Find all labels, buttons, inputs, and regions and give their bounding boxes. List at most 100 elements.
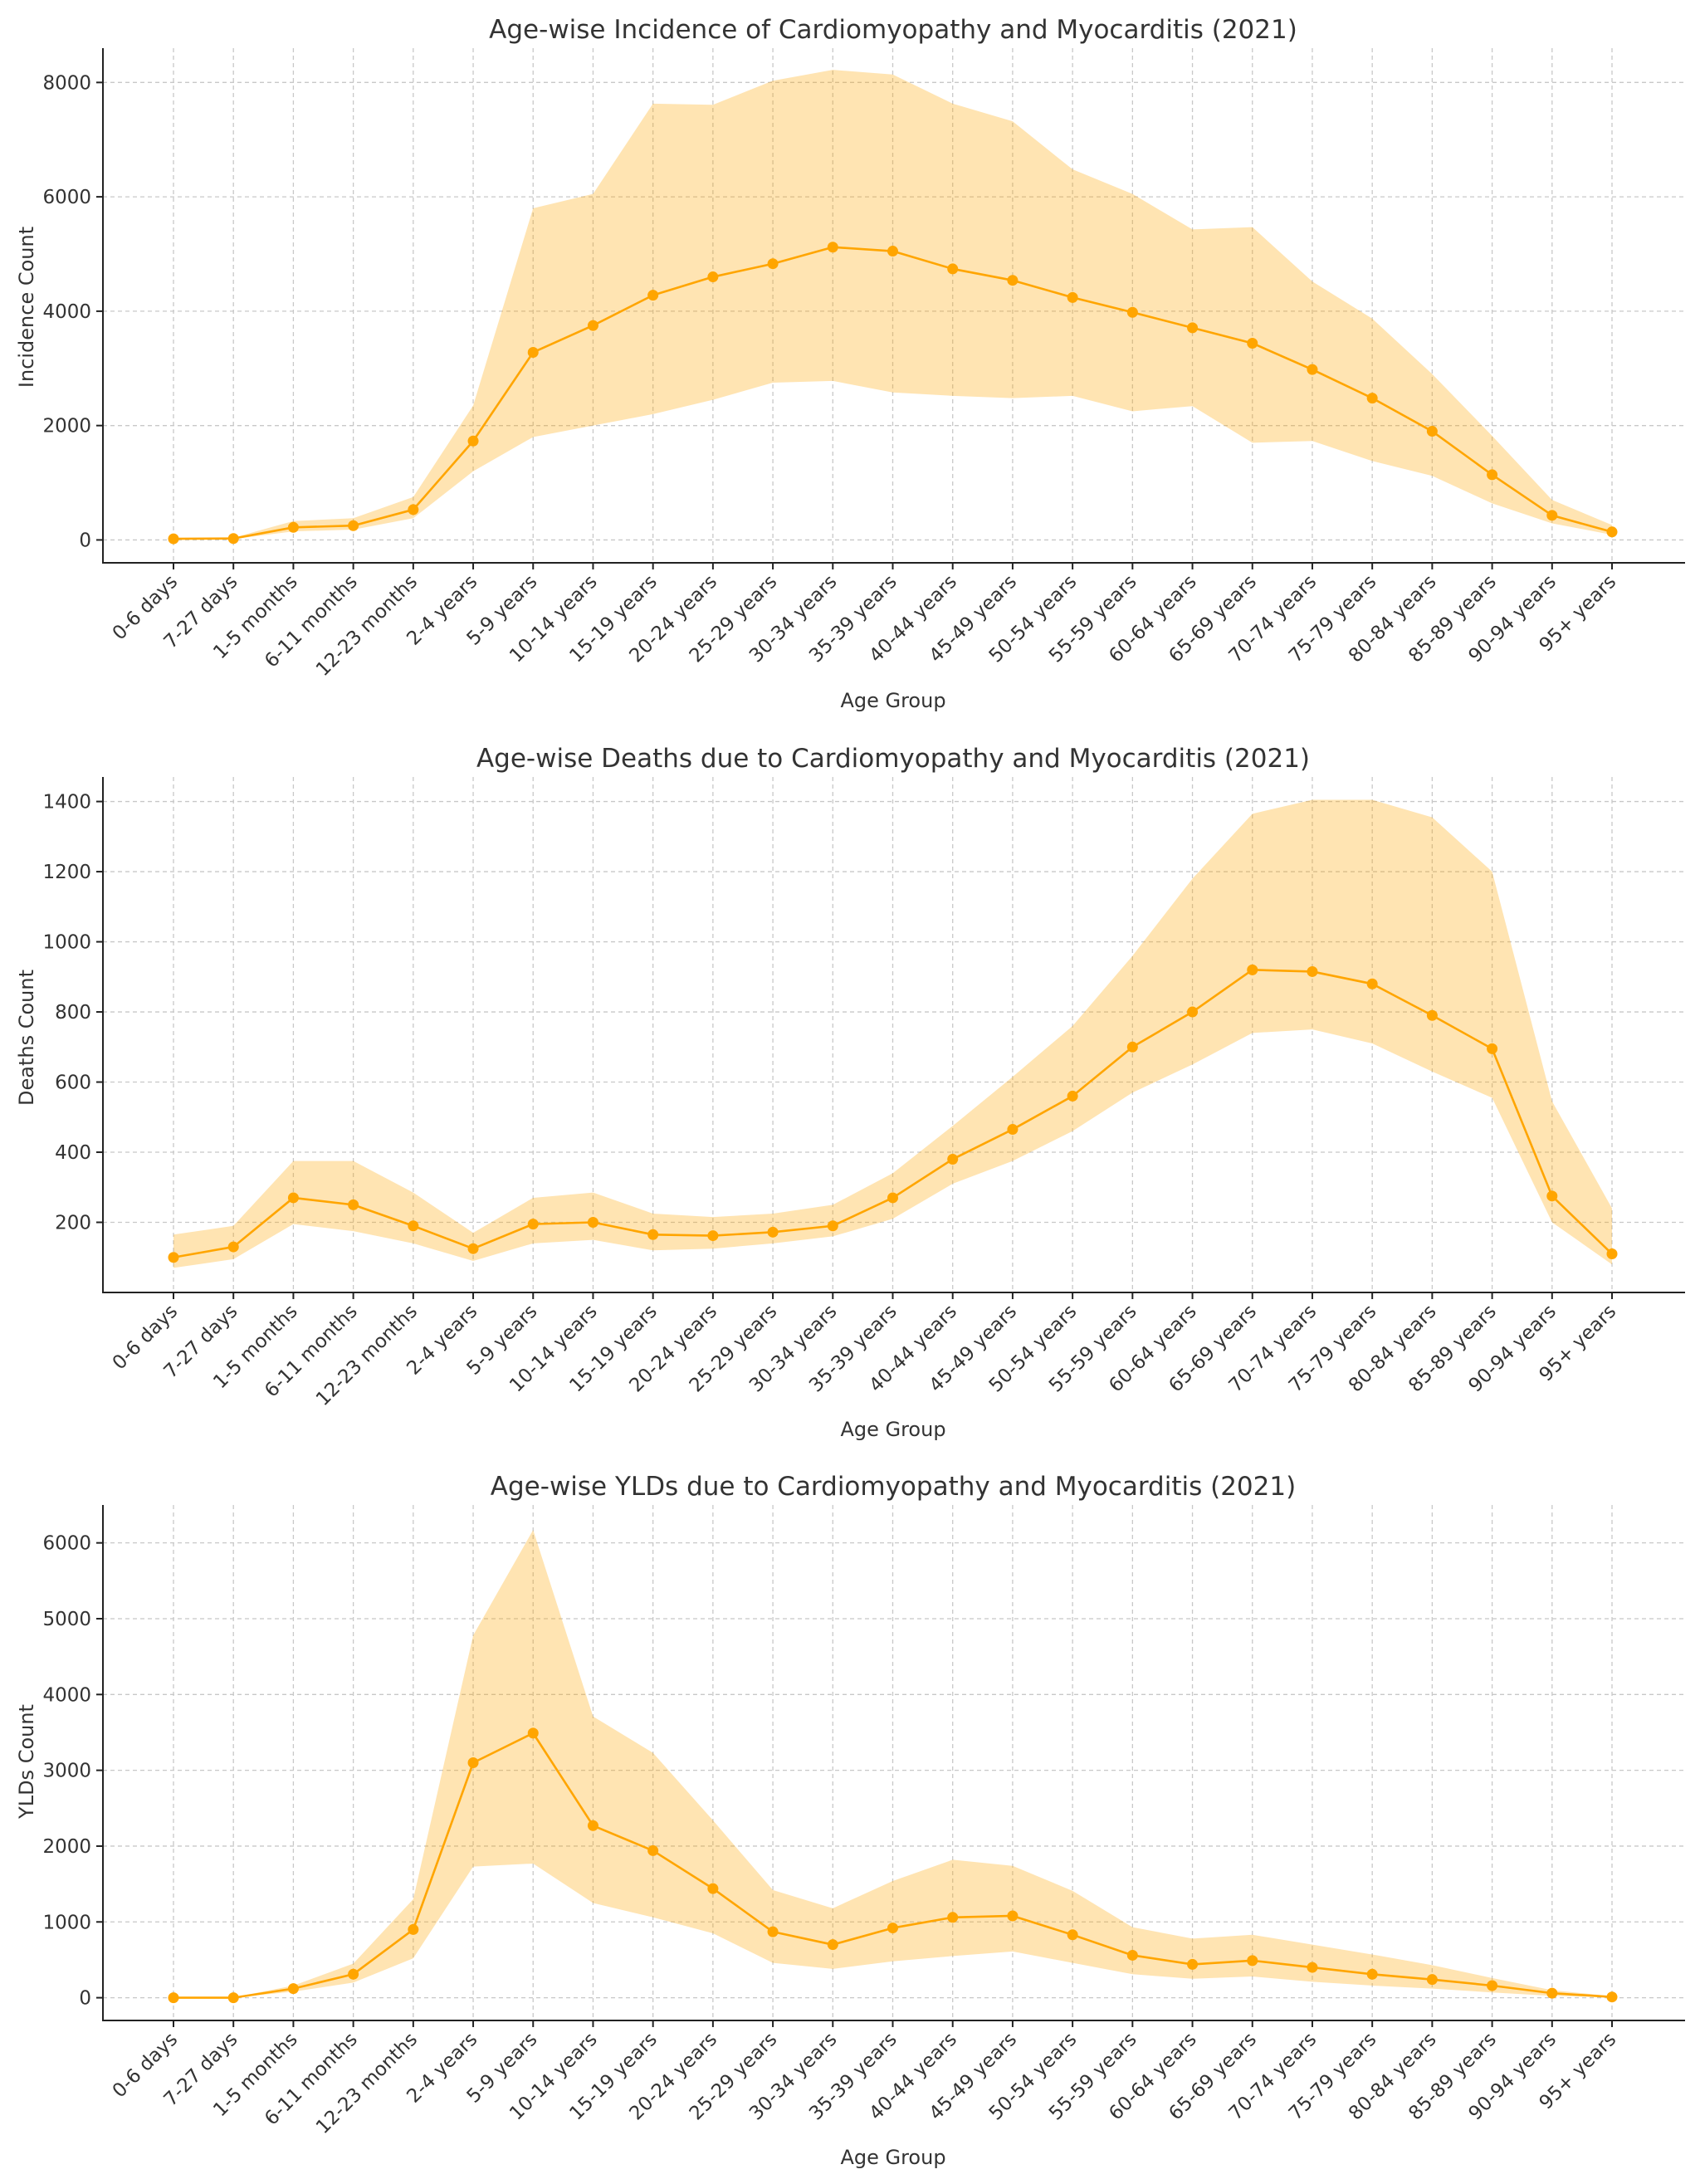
y-tick-label: 1400: [42, 792, 91, 814]
data-point: [947, 1153, 959, 1165]
y-tick-label: 4000: [42, 1684, 91, 1706]
data-point: [1546, 1987, 1558, 1999]
data-point: [827, 1220, 838, 1232]
data-point: [168, 1252, 179, 1263]
data-point: [947, 263, 959, 275]
data-point: [587, 1820, 598, 1831]
y-tick-label: 8000: [42, 72, 91, 94]
data-point: [1606, 1248, 1618, 1260]
data-point: [1187, 1006, 1199, 1018]
data-point: [827, 1939, 838, 1951]
data-point: [1126, 1041, 1138, 1053]
data-point: [467, 1757, 479, 1768]
data-point: [287, 1192, 299, 1204]
chart-title: Age-wise YLDs due to Cardiomyopathy and …: [491, 1472, 1296, 1502]
axes-spines: [102, 48, 1685, 564]
data-point: [1606, 526, 1618, 538]
data-point: [1546, 1190, 1558, 1202]
axes-spines: [102, 777, 1685, 1293]
data-point: [1366, 978, 1378, 989]
y-tick-label: 400: [55, 1142, 91, 1164]
data-point: [287, 521, 299, 533]
data-point: [1126, 306, 1138, 318]
x-axis-label: Age Group: [840, 2146, 945, 2169]
data-point: [647, 1229, 659, 1240]
data-point: [887, 1192, 898, 1204]
data-point: [1007, 1124, 1019, 1136]
y-tick-label: 6000: [42, 187, 91, 208]
data-point: [467, 1243, 479, 1254]
axes-spines: [102, 1505, 1685, 2021]
x-axis-label: Age Group: [840, 689, 945, 712]
y-axis-label: Incidence Count: [15, 227, 38, 388]
data-point: [527, 1219, 539, 1230]
uncertainty-band: [173, 799, 1612, 1268]
data-point: [348, 520, 359, 531]
data-point: [1307, 364, 1318, 375]
y-tick-label: 0: [79, 530, 91, 551]
y-tick-label: 2000: [42, 416, 91, 437]
data-point: [227, 1241, 239, 1253]
data-point: [1067, 1929, 1078, 1941]
data-point: [168, 533, 179, 545]
y-tick-label: 600: [55, 1072, 91, 1094]
data-point: [767, 1926, 779, 1937]
data-point: [767, 258, 779, 270]
data-point: [587, 320, 598, 331]
data-point: [707, 271, 719, 283]
y-tick-label: 1000: [42, 932, 91, 954]
data-point: [1606, 1991, 1618, 2003]
data-point: [348, 1199, 359, 1210]
data-point: [1546, 510, 1558, 521]
chart-title: Age-wise Deaths due to Cardiomyopathy an…: [476, 744, 1310, 774]
y-tick-label: 6000: [42, 1533, 91, 1555]
data-point: [1247, 1955, 1258, 1967]
data-point: [707, 1883, 719, 1894]
data-point: [1187, 322, 1199, 334]
y-tick-label: 1000: [42, 1912, 91, 1933]
data-point: [408, 1220, 419, 1232]
data-point: [1247, 337, 1258, 349]
data-point: [827, 242, 838, 253]
data-point: [1366, 1968, 1378, 1980]
data-point: [1187, 1958, 1199, 1970]
data-point: [527, 1727, 539, 1739]
y-tick-label: 3000: [42, 1761, 91, 1782]
data-point: [587, 1217, 598, 1229]
data-point: [647, 290, 659, 301]
data-point: [348, 1968, 359, 1980]
data-point: [227, 1992, 239, 2004]
y-tick-label: 2000: [42, 1836, 91, 1858]
data-point: [1426, 1974, 1438, 1986]
uncertainty-band: [173, 1530, 1612, 1998]
data-point: [1067, 291, 1078, 303]
data-point: [1007, 1910, 1019, 1922]
y-tick-label: 200: [55, 1213, 91, 1234]
data-point: [527, 346, 539, 358]
data-point: [1126, 1949, 1138, 1961]
y-tick-label: 0: [79, 1988, 91, 2010]
data-point: [1007, 275, 1019, 286]
data-point: [1426, 1009, 1438, 1021]
data-point: [168, 1992, 179, 2004]
y-tick-label: 1200: [42, 862, 91, 883]
uncertainty-band: [173, 70, 1612, 540]
data-point: [408, 1923, 419, 1935]
data-point: [947, 1912, 959, 1923]
data-point: [647, 1844, 659, 1856]
data-point: [287, 1983, 299, 1995]
data-point: [1426, 426, 1438, 437]
data-point: [227, 533, 239, 545]
data-point: [887, 246, 898, 257]
data-point: [767, 1226, 779, 1238]
x-axis-label: Age Group: [840, 1418, 945, 1441]
y-tick-label: 800: [55, 1002, 91, 1024]
chart-title: Age-wise Incidence of Cardiomyopathy and…: [489, 15, 1297, 45]
y-tick-label: 4000: [42, 301, 91, 323]
data-point: [1307, 965, 1318, 977]
y-tick-label: 5000: [42, 1609, 91, 1630]
data-point: [467, 435, 479, 447]
data-point: [408, 504, 419, 515]
data-point: [1307, 1962, 1318, 1973]
